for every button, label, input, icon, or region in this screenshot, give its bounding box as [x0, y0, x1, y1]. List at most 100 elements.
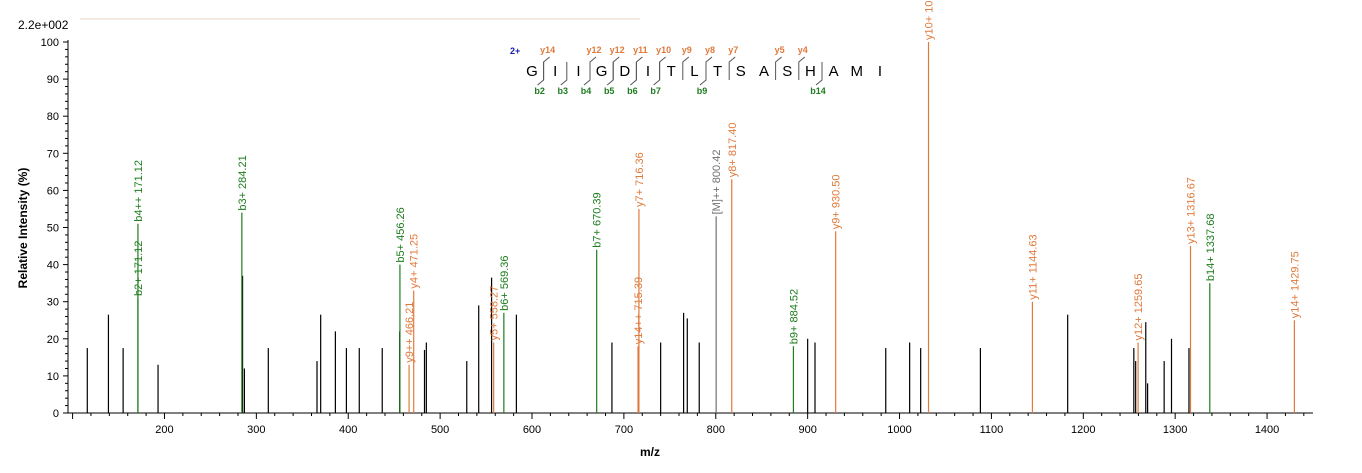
sequence-residue: G [596, 63, 608, 80]
sequence-residue: M [851, 63, 864, 80]
plot-axes [63, 40, 1313, 419]
y-ion-label: y12 [610, 45, 625, 55]
peak-annotation: y4+ 471.25 [409, 234, 421, 289]
y-ion-label: y14 [540, 45, 555, 55]
b-cleavage-mark [583, 62, 591, 86]
y-tick-label: 100 [41, 37, 59, 49]
y-ion-label: y5 [775, 45, 785, 55]
peak-annotation: y8+ 817.40 [727, 123, 739, 178]
sequence-residue: H [805, 63, 816, 80]
b-cleavage-mark [815, 62, 823, 86]
y-tick-label: 60 [47, 185, 59, 197]
y-tick-label: 30 [47, 297, 59, 309]
y-tick-label: 40 [47, 260, 59, 272]
sequence-residue: T [667, 63, 676, 80]
b-cleavage-mark [630, 62, 637, 86]
sequence-residue: S [782, 63, 792, 80]
x-tick-label: 1300 [1163, 424, 1187, 436]
y-ion-label: y7 [728, 45, 738, 55]
sequence-residue: T [713, 63, 722, 80]
x-tick-label: 400 [339, 424, 357, 436]
y-cleavage-mark [728, 56, 736, 80]
b-ion-label: b5 [604, 86, 615, 96]
b-ion-label: b9 [697, 86, 708, 96]
peak-annotation: y14++ 715.39 [633, 277, 645, 344]
b-cleavage-mark [653, 62, 661, 86]
x-tick-label: 1200 [1071, 424, 1095, 436]
peak-annotation: b4++ 171.12 [133, 160, 145, 222]
peak-annotation: b3+ 284.21 [237, 155, 249, 210]
x-tick-label: 700 [615, 424, 633, 436]
b-ion-label: b4 [581, 86, 592, 96]
sequence-residue: A [829, 63, 839, 80]
x-tick-label: 300 [247, 424, 265, 436]
y-cleavage-mark [682, 56, 690, 80]
b-ion-label: b3 [558, 86, 569, 96]
peak-annotation: y9++ 466.21 [404, 302, 416, 363]
y-cleavage-mark [659, 56, 666, 80]
x-tick-label: 800 [707, 424, 725, 436]
x-tick-label: 200 [155, 424, 173, 436]
b-cleavage-mark [537, 62, 545, 86]
y-ion-label: y10 [656, 45, 671, 55]
b-ion-label: b7 [650, 86, 661, 96]
peak-annotation: y12+ 1259.65 [1133, 274, 1145, 341]
y-ion-label: y12 [586, 45, 601, 55]
x-tick-label: 500 [431, 424, 449, 436]
peak-annotation: b14+ 1337.68 [1205, 214, 1217, 282]
y-tick-label: 80 [47, 111, 59, 123]
y-cleavage-mark [543, 56, 550, 80]
y-tick-label: 90 [47, 74, 59, 86]
b-ion-label: b6 [627, 86, 638, 96]
peak-annotation: [M]++ 800.42 [711, 150, 723, 215]
y-tick-label: 0 [53, 408, 59, 420]
peak-annotation: b9+ 884.52 [788, 289, 800, 344]
y-tick-label: 50 [47, 223, 59, 235]
y-axis-title: Relative Intensity (%) [16, 168, 30, 289]
sequence-residue: I [553, 63, 557, 80]
y-cleavage-mark [635, 56, 643, 80]
b-ion-label: b2 [534, 86, 545, 96]
peak-annotation: y5+ 558.27 [489, 286, 501, 341]
b-ion-label: b14 [810, 86, 826, 96]
sequence-residue: G [526, 63, 538, 80]
peak-annotation: y13+ 1316.67 [1185, 177, 1197, 244]
y-ion-label: y4 [798, 45, 808, 55]
peak-annotation: b7+ 670.39 [592, 192, 604, 247]
peaks [86, 42, 1295, 413]
peak-annotation: y7+ 716.36 [634, 152, 646, 207]
sequence-residue: A [759, 63, 769, 80]
x-tick-labels: 200 300 400 500 600 700 800 900 1000 1100 1200 1300… [155, 424, 1279, 436]
sequence-residue: I [576, 63, 580, 80]
peak-annotation: b6+ 569.36 [499, 255, 511, 310]
y-ion-label: y8 [705, 45, 715, 55]
peak-annotation: y10+ 1031.55 [924, 0, 936, 40]
x-tick-label: 600 [523, 424, 541, 436]
y-cleavage-mark [798, 56, 806, 80]
b-cleavage-mark [699, 62, 707, 86]
x-axis-title: m/z [640, 445, 660, 459]
sequence-residue: L [690, 63, 698, 80]
y-cleavage-mark [705, 56, 713, 80]
y-tick-labels: 0 10 20 30 40 50 60 70 80 90 100 [41, 37, 59, 420]
sequence-residue: I [646, 63, 650, 80]
sequence-residue: D [619, 63, 630, 80]
sequence-residue: I [878, 63, 882, 80]
b-cleavage-mark [560, 62, 568, 86]
peak-annotation: y14+ 1429.75 [1289, 251, 1301, 318]
y-tick-label: 20 [47, 334, 59, 346]
intensity-scale-label: 2.2e+002 [18, 18, 69, 32]
x-tick-label: 900 [798, 424, 816, 436]
x-tick-label: 1000 [887, 424, 911, 436]
peak-annotation: y11+ 1144.63 [1027, 234, 1039, 299]
y-tick-label: 10 [47, 371, 59, 383]
charge-state-label: 2+ [510, 46, 520, 56]
x-tick-label: 1400 [1255, 424, 1279, 436]
peak-labels: b2+ 171.12 b4++ 171.12 b3+ 284.21 b5+ 456.2… [133, 0, 1301, 363]
b-cleavage-mark [606, 62, 614, 86]
sequence-residue: S [736, 63, 746, 80]
y-cleavage-mark [775, 56, 782, 80]
y-cleavage-mark [612, 56, 620, 80]
